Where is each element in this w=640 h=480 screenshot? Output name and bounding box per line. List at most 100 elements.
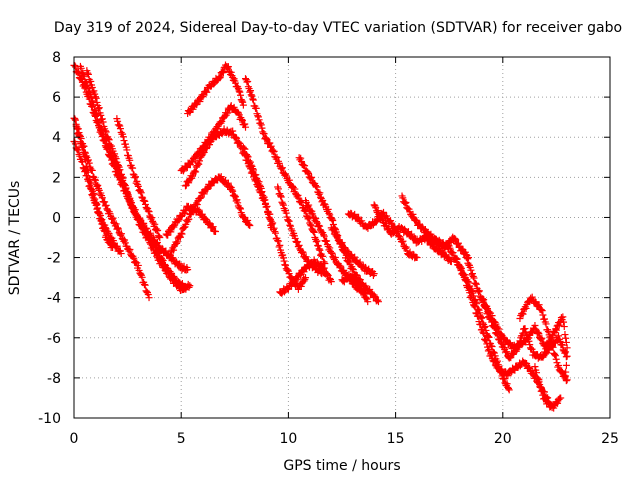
data-point [472, 280, 480, 288]
data-point [337, 262, 345, 270]
data-point [86, 184, 94, 192]
data-point [247, 91, 255, 99]
data-point [472, 279, 480, 287]
data-point [555, 361, 563, 369]
data-point [543, 398, 551, 406]
data-point [141, 197, 149, 205]
data-point [479, 328, 487, 336]
data-point [92, 201, 100, 209]
data-point [196, 157, 204, 165]
x-tick-label: 0 [70, 431, 79, 447]
series-track-19 [327, 224, 378, 280]
data-point [209, 223, 217, 231]
data-point [252, 171, 260, 179]
data-point [76, 132, 84, 140]
series-track-13 [242, 75, 329, 268]
data-point [304, 215, 312, 223]
data-point [329, 226, 337, 234]
data-point [409, 210, 417, 218]
data-point [195, 206, 203, 214]
data-point [162, 247, 170, 255]
data-point [119, 174, 127, 182]
data-point [88, 191, 96, 199]
data-point [239, 101, 247, 109]
y-tick-label: -10 [38, 411, 61, 427]
data-point [398, 238, 406, 246]
data-point [294, 238, 302, 246]
data-point [331, 254, 339, 262]
data-point [469, 272, 477, 280]
data-point [317, 227, 325, 235]
data-point [261, 196, 269, 204]
data-point [399, 237, 407, 245]
data-point [254, 113, 262, 121]
series-track-20 [338, 270, 372, 306]
data-point [305, 201, 313, 209]
data-point [485, 308, 493, 316]
data-point [262, 134, 270, 142]
data-point [320, 264, 328, 272]
data-point [464, 283, 472, 291]
data-point [533, 369, 541, 377]
data-point [503, 380, 511, 388]
data-point [380, 208, 388, 216]
data-point [521, 325, 529, 333]
data-point [151, 220, 159, 228]
y-tick-label: -6 [47, 331, 61, 347]
data-point [403, 204, 411, 212]
data-point [309, 210, 317, 218]
data-point [224, 64, 232, 72]
data-point [93, 98, 101, 106]
data-point [449, 249, 457, 257]
data-point [235, 87, 243, 95]
data-point [219, 69, 227, 77]
data-point [401, 199, 409, 207]
data-point [159, 245, 167, 253]
data-point [562, 338, 570, 346]
data-point [243, 152, 251, 160]
data-point [312, 218, 320, 226]
data-point [236, 88, 244, 96]
data-point [354, 280, 362, 288]
data-point [145, 208, 153, 216]
data-point [80, 148, 88, 156]
data-point [351, 210, 359, 218]
data-point [325, 209, 333, 217]
data-point [129, 164, 137, 172]
data-point [309, 227, 317, 235]
data-point [548, 339, 556, 347]
data-point [92, 94, 100, 102]
data-point [224, 109, 232, 117]
data-point [256, 181, 264, 189]
data-point [79, 71, 87, 79]
data-point [349, 266, 357, 274]
data-point [91, 93, 99, 101]
data-point [301, 162, 309, 170]
data-point [111, 150, 119, 158]
data-point [115, 121, 123, 129]
data-point [106, 141, 114, 149]
data-point [228, 186, 236, 194]
data-point [218, 129, 226, 137]
data-point [524, 363, 532, 371]
data-point [348, 272, 356, 280]
data-point [537, 387, 545, 395]
data-point [526, 344, 534, 352]
data-point [234, 138, 242, 146]
data-point [480, 296, 488, 304]
data-point [412, 216, 420, 224]
data-point [229, 187, 237, 195]
data-point [100, 226, 108, 234]
data-point [305, 263, 313, 271]
data-point [468, 295, 476, 303]
data-point [149, 244, 157, 252]
data-point [446, 244, 454, 252]
data-point [333, 230, 341, 238]
data-point [324, 205, 332, 213]
data-point [306, 221, 314, 229]
data-point [257, 119, 265, 127]
data-point [531, 363, 539, 371]
data-point [519, 329, 527, 337]
data-point [498, 340, 506, 348]
data-point [300, 268, 308, 276]
